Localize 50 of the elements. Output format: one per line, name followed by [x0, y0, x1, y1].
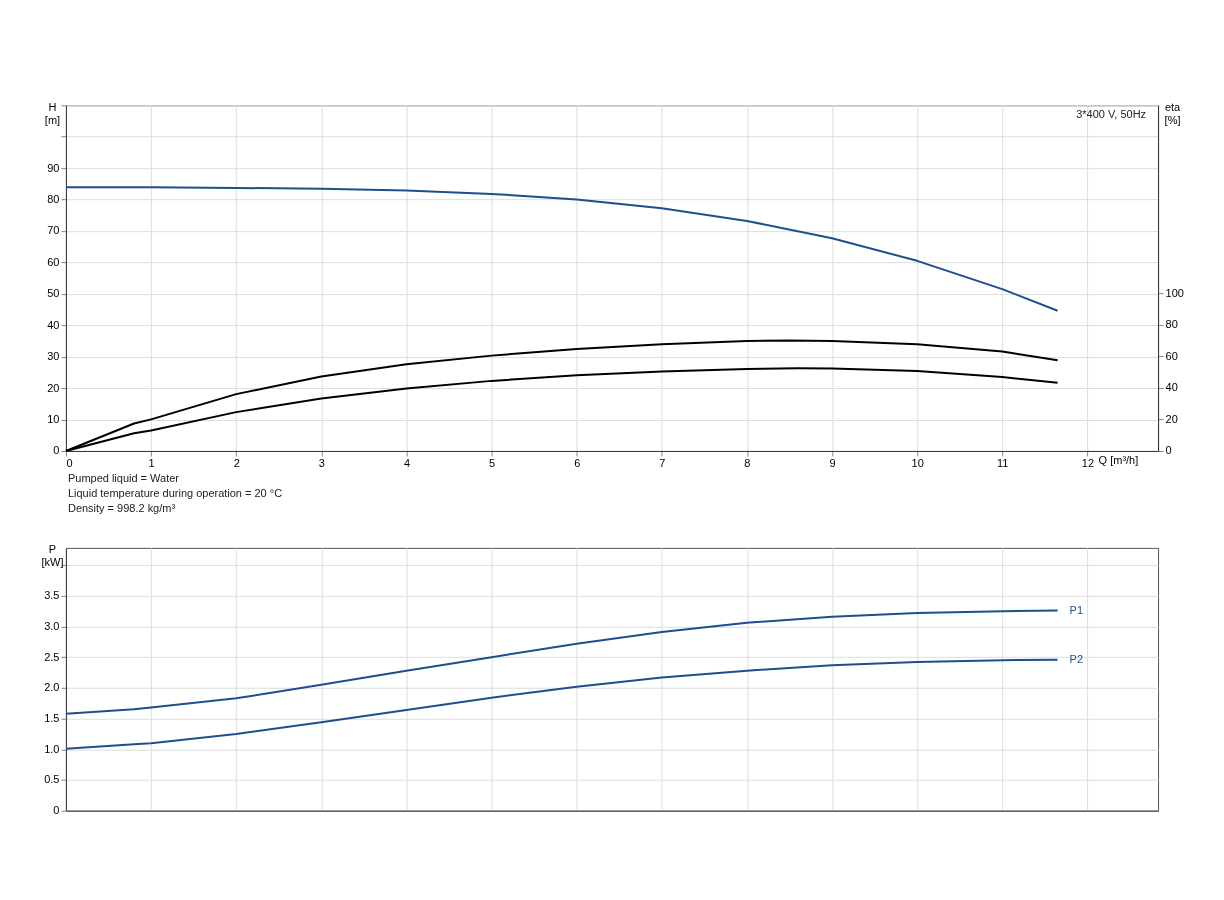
y2-tick-label: 0 [1165, 444, 1172, 457]
y-tick-label: 60 [47, 255, 60, 268]
x-tick-label: 3 [318, 457, 325, 470]
y-tick-label: 0.5 [44, 773, 60, 786]
x-tick-label: 8 [744, 457, 751, 470]
line-series [64, 658, 1059, 750]
y2-tick-label: 100 [1165, 286, 1184, 299]
y-tick-label: 80 [47, 193, 60, 206]
y-tick-label: 3.0 [44, 619, 60, 632]
y-tick-label: 2.0 [44, 681, 60, 694]
y-tick-label: 0 [53, 444, 60, 457]
x-tick-label: 7 [659, 457, 666, 470]
series-label: P1 [1069, 603, 1084, 616]
line-series [64, 186, 1059, 312]
annotation: 3*400 V, 50Hz [1076, 108, 1147, 121]
x-tick-label: 0 [66, 457, 73, 470]
x-tick-label: 11 [997, 457, 1009, 470]
x-tick-label: 2 [233, 457, 240, 470]
y2-tick-label: 40 [1165, 381, 1178, 394]
x-tick-label: 9 [829, 457, 836, 470]
y-tick-label: 70 [47, 224, 60, 237]
y-tick-label: 1.0 [44, 742, 60, 755]
text: Liquid temperature during operation = 20 °C [67, 486, 283, 499]
y-axis-title: H [m] [44, 100, 61, 126]
x-tick-label: 6 [574, 457, 581, 470]
y-tick-label: 3.5 [44, 589, 60, 602]
x-axis-title: Q [m³/h] [1098, 454, 1139, 467]
y-axis-title: P [kW] [41, 543, 64, 569]
y2-tick-label: 20 [1165, 412, 1178, 425]
y-tick-label: 90 [47, 161, 60, 174]
text: Density = 998.2 kg/m³ [67, 501, 176, 514]
y-tick-label: 1.5 [44, 712, 60, 725]
x-tick-label: 1 [148, 457, 155, 470]
y2-axis-title: eta [%] [1164, 100, 1182, 126]
y-tick-label: 10 [47, 413, 60, 426]
y2-tick-label: 60 [1165, 349, 1178, 362]
x-tick-label: 5 [489, 457, 496, 470]
y-tick-label: 30 [47, 350, 60, 363]
y-tick-label: 50 [47, 287, 60, 300]
x-tick-label: 12 [1081, 457, 1095, 470]
y-tick-label: 40 [47, 318, 60, 331]
y-tick-label: 2.5 [44, 650, 60, 663]
series-label: P2 [1069, 652, 1084, 665]
x-tick-label: 4 [403, 457, 410, 470]
y2-tick-label: 80 [1165, 318, 1178, 331]
y-tick-label: 0 [53, 804, 60, 817]
text: Pumped liquid = Water [67, 471, 180, 484]
y-tick-label: 20 [47, 381, 60, 394]
line-series [64, 609, 1059, 715]
x-tick-label: 10 [911, 457, 924, 470]
